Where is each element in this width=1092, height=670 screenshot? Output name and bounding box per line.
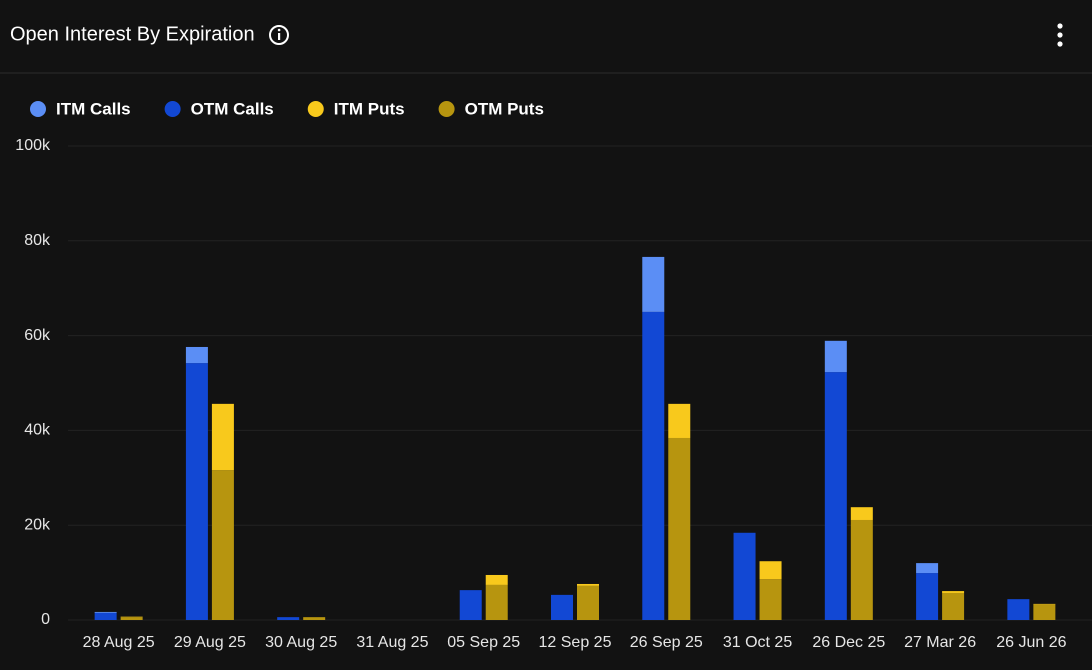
bar-segment <box>759 579 782 620</box>
bar-segment <box>577 585 599 620</box>
y-tick-label: 60k <box>24 327 51 344</box>
y-tick-label: 100k <box>15 137 51 154</box>
bar-segment <box>668 437 691 620</box>
bar-segment <box>824 340 847 373</box>
x-tick-label: 26 Dec 25 <box>812 634 885 651</box>
bar-segment <box>942 592 965 620</box>
bar-segment <box>733 532 756 620</box>
bar-segment <box>1033 604 1056 620</box>
x-tick-label: 28 Aug 25 <box>83 634 155 651</box>
bar-segment <box>759 561 782 580</box>
legend-label: OTM Calls <box>191 99 274 118</box>
x-tick-label: 31 Aug 25 <box>356 634 428 651</box>
x-tick-label: 26 Jun 26 <box>996 634 1066 651</box>
x-tick-label: 29 Aug 25 <box>174 634 246 651</box>
y-tick-label: 0 <box>41 611 50 628</box>
bar-segment <box>185 363 208 620</box>
bar-segment <box>485 584 508 620</box>
bar-segment <box>850 507 873 520</box>
bar-segment <box>577 583 599 586</box>
bar-segment <box>824 372 847 620</box>
legend-label: OTM Puts <box>465 99 544 118</box>
legend-label: ITM Puts <box>334 99 405 118</box>
bar-segment <box>303 617 326 620</box>
x-tick-label: 12 Sep 25 <box>539 634 612 651</box>
y-tick-label: 80k <box>24 232 51 249</box>
bar-segment <box>1007 599 1030 620</box>
legend-swatch <box>438 101 455 117</box>
chart-title: Open Interest By Expiration <box>10 23 255 45</box>
legend-label: ITM Calls <box>56 99 131 118</box>
x-tick-label: 27 Mar 26 <box>904 634 976 651</box>
x-tick-label: 05 Sep 25 <box>447 634 520 651</box>
bar-segment <box>94 612 117 620</box>
bar-segment <box>211 403 234 471</box>
bar-segment <box>485 574 508 585</box>
legend-swatch <box>164 101 181 117</box>
bar-segment <box>942 591 965 593</box>
bar-segment <box>277 617 300 620</box>
bar-segment <box>94 611 117 613</box>
bar-segment <box>211 470 234 620</box>
x-tick-label: 31 Oct 25 <box>723 634 792 651</box>
bar-segment <box>642 256 665 312</box>
bar-segment <box>850 519 873 620</box>
legend-swatch <box>307 101 324 117</box>
bar-segment <box>668 403 691 438</box>
bar-segment <box>642 311 665 620</box>
legend-swatch <box>30 101 46 117</box>
bar-segment <box>916 563 939 574</box>
bar-segment <box>185 346 208 364</box>
bar-segment <box>120 617 143 620</box>
menu-button[interactable] <box>1057 23 1063 47</box>
bar-segment <box>916 573 939 620</box>
y-tick-label: 20k <box>24 516 51 533</box>
y-tick-label: 40k <box>24 422 51 439</box>
bar-segment <box>551 594 573 620</box>
x-tick-label: 26 Sep 25 <box>630 634 703 651</box>
x-tick-label: 30 Aug 25 <box>265 634 337 651</box>
bar-segment <box>459 590 482 620</box>
info-icon[interactable] <box>269 25 289 45</box>
